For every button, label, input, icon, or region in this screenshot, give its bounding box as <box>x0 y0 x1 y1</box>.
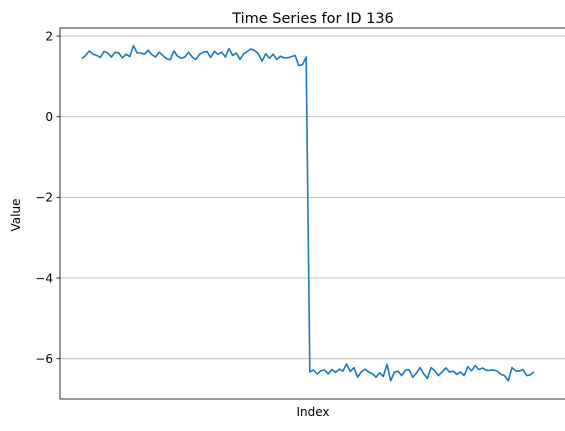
plot-frame <box>59 27 565 400</box>
gridlines <box>60 35 565 360</box>
y-tick-label: 0 <box>45 110 53 124</box>
series-layer <box>81 44 535 382</box>
y-tick-label: −4 <box>35 271 53 285</box>
x-axis-label: Index <box>296 405 329 419</box>
y-axis-ticks: 2 0 −2 −4 −6 <box>35 29 60 366</box>
series-line <box>81 44 535 382</box>
y-tick-label: −6 <box>35 352 53 366</box>
chart-title: Time Series for ID 136 <box>231 11 394 27</box>
y-axis-label: Value <box>9 199 23 232</box>
y-tick-label: 2 <box>45 29 53 43</box>
y-tick-label: −2 <box>35 191 53 205</box>
